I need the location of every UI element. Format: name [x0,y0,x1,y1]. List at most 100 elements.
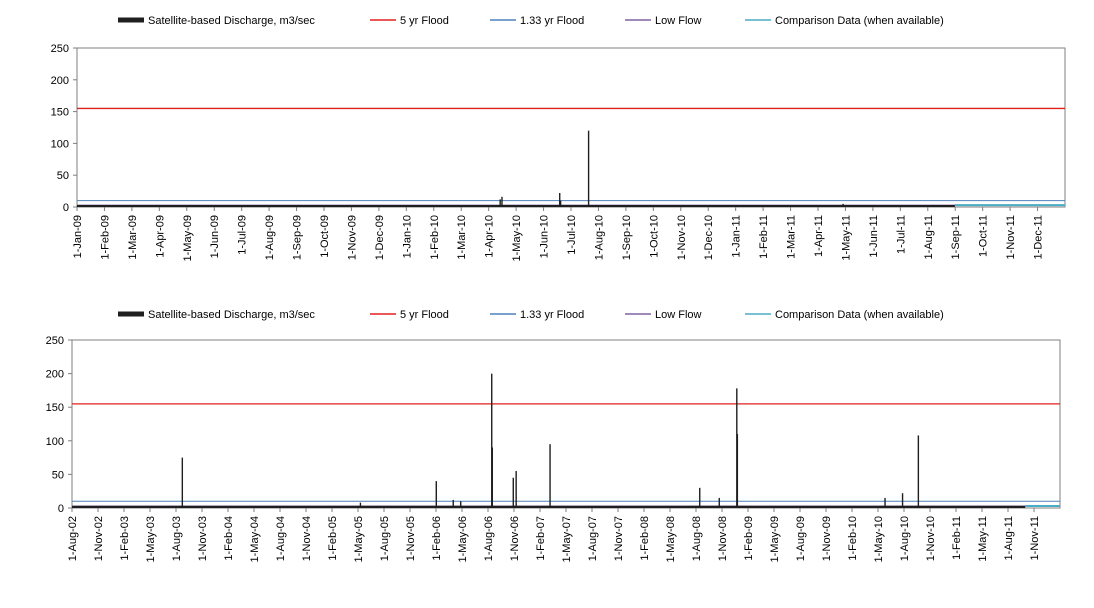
legend-label: Comparison Data (when available) [775,309,944,321]
x-tick-label: 1-Nov-10 [925,516,937,561]
y-tick-label: 150 [51,107,69,119]
x-tick-label: 1-Oct-10 [648,215,660,258]
x-tick-label: 1-Oct-11 [978,215,990,257]
x-tick-label: 1-Feb-10 [847,516,859,561]
legend-label: Comparison Data (when available) [775,15,944,27]
x-tick-label: 1-May-03 [145,516,157,562]
x-tick-label: 1-Nov-09 [346,215,358,260]
y-tick-label: 0 [63,202,69,214]
y-tick-label: 250 [51,43,69,55]
legend-label: 1.33 yr Flood [520,15,584,27]
legend-label: 5 yr Flood [400,309,449,321]
x-tick-label: 1-Nov-10 [676,215,688,260]
x-tick-label: 1-Nov-03 [197,516,209,561]
legend-label: Low Flow [655,15,702,27]
x-tick-label: 1-Apr-09 [154,215,166,258]
x-tick-label: 1-May-10 [873,516,885,562]
x-tick-label: 1-Feb-05 [327,516,339,561]
x-tick-label: 1-May-06 [457,516,469,562]
x-tick-label: 1-Jan-10 [401,215,413,258]
x-tick-label: 1-Jun-10 [539,215,551,258]
x-tick-label: 1-Aug-09 [264,215,276,260]
x-tick-label: 1-Dec-11 [1033,215,1045,259]
x-tick-label: 1-Nov-11 [1029,516,1041,560]
x-tick-label: 1-Feb-04 [223,516,235,561]
x-tick-label: 1-Mar-11 [786,215,798,259]
x-tick-label: 1-May-09 [182,215,194,261]
plot-area [76,47,1066,208]
x-tick-label: 1-Aug-11 [1003,516,1015,560]
x-tick-label: 1-Apr-10 [484,215,496,258]
y-tick-label: 200 [46,369,64,381]
x-tick-label: 1-Feb-06 [431,516,443,561]
x-tick-label: 1-Feb-10 [429,215,441,260]
x-tick-label: 1-Aug-03 [171,516,183,561]
y-tick-label: 50 [52,469,64,481]
x-tick-label: 1-Jul-09 [237,215,249,255]
legend-label: Satellite-based Discharge, m3/sec [148,309,315,321]
legend-label: Satellite-based Discharge, m3/sec [148,15,315,27]
x-tick-label: 1-May-04 [249,516,261,562]
x-tick-label: 1-Jul-10 [566,215,578,255]
x-tick-label: 1-Jul-11 [895,215,907,254]
x-tick-label: 1-Feb-03 [119,516,131,561]
x-tick-label: 1-Mar-10 [456,215,468,260]
discharge-baseline [77,204,955,207]
x-tick-label: 1-May-11 [977,516,989,562]
x-tick-label: 1-Aug-06 [483,516,495,561]
x-tick-label: 1-Nov-06 [509,516,521,561]
x-tick-label: 1-Sep-11 [950,215,962,259]
x-tick-label: 1-May-09 [769,516,781,562]
plot-area [71,339,1061,509]
x-tick-label: 1-Jan-09 [72,215,84,258]
x-tick-label: 1-Feb-09 [99,215,111,260]
x-tick-label: 1-Aug-10 [593,215,605,260]
x-tick-label: 1-May-10 [511,215,523,261]
x-tick-label: 1-Apr-11 [813,215,825,257]
legend-label: 5 yr Flood [400,15,449,27]
x-tick-label: 1-Sep-09 [292,215,304,260]
legend-label: 1.33 yr Flood [520,309,584,321]
x-tick-label: 1-Nov-05 [405,516,417,561]
x-tick-label: 1-Aug-07 [587,516,599,561]
x-tick-label: 1-Feb-07 [535,516,547,561]
y-tick-label: 50 [57,170,69,182]
y-tick-label: 150 [46,402,64,414]
x-tick-label: 1-Feb-11 [951,516,963,560]
x-tick-label: 1-Dec-10 [703,215,715,260]
x-tick-label: 1-Nov-11 [1005,215,1017,259]
x-tick-label: 1-Nov-07 [613,516,625,561]
x-tick-label: 1-Jan-11 [731,215,743,258]
x-tick-label: 1-Nov-02 [93,516,105,561]
x-tick-label: 1-Aug-10 [899,516,911,561]
x-tick-label: 1-Feb-11 [758,215,770,259]
chart-1-legend: Satellite-based Discharge, m3/sec 5 yr Fl… [118,15,944,27]
x-tick-label: 1-Aug-09 [795,516,807,561]
legend-label: Low Flow [655,309,702,321]
x-tick-label: 1-May-07 [561,516,573,562]
x-tick-label: 1-May-08 [665,516,677,562]
x-tick-label: 1-May-11 [840,215,852,261]
x-tick-label: 1-Jun-11 [868,215,880,258]
y-tick-label: 100 [46,436,64,448]
x-tick-label: 1-Aug-11 [923,215,935,259]
y-tick-label: 200 [51,75,69,87]
x-tick-label: 1-May-05 [353,516,365,562]
y-tick-label: 0 [58,503,64,515]
x-tick-label: 1-Dec-09 [374,215,386,260]
y-tick-label: 250 [46,335,64,347]
x-tick-label: 1-Aug-04 [275,516,287,561]
chart-1: Satellite-based Discharge, m3/sec 5 yr Fl… [51,15,1066,261]
x-tick-label: 1-Feb-09 [743,516,755,561]
chart-2: Satellite-based Discharge, m3/sec 5 yr Fl… [46,309,1061,562]
x-tick-label: 1-Aug-05 [379,516,391,561]
chart-2-legend: Satellite-based Discharge, m3/sec 5 yr Fl… [118,309,944,321]
x-tick-label: 1-Mar-09 [127,215,139,260]
x-tick-label: 1-Oct-09 [319,215,331,258]
x-tick-label: 1-Aug-02 [67,516,79,561]
x-tick-label: 1-Jun-09 [209,215,221,258]
x-tick-label: 1-Nov-09 [821,516,833,561]
x-tick-label: 1-Sep-10 [621,215,633,260]
